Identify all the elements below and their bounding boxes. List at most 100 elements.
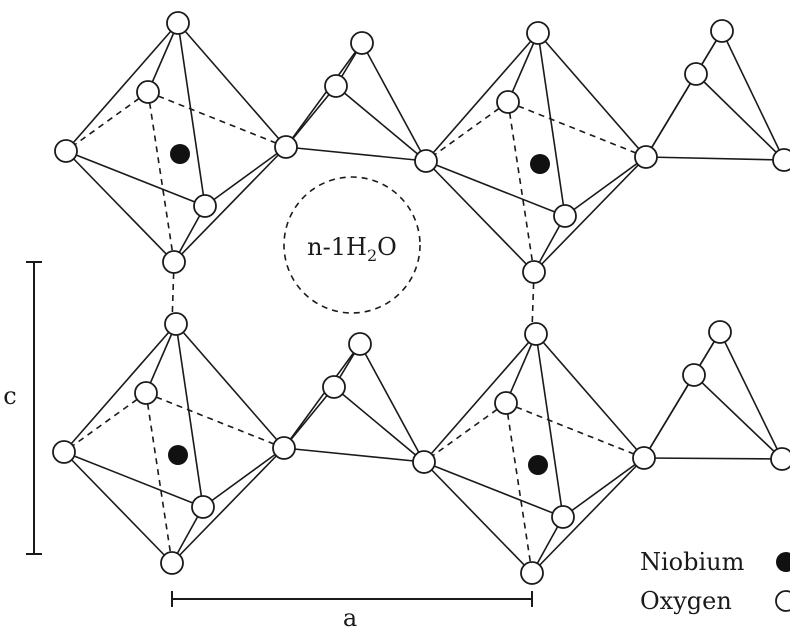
octahedron-bond — [65, 150, 206, 207]
oxygen-atom — [134, 381, 158, 405]
oxygen-atom — [191, 495, 215, 519]
oxygen-atom — [520, 561, 544, 585]
octahedron-hidden-bond — [145, 392, 285, 449]
oxygen-atom — [682, 363, 706, 387]
oxygen-atom — [136, 80, 160, 104]
bridge-bond — [721, 30, 785, 161]
octahedron-bond — [147, 22, 179, 93]
octahedron-bond — [423, 461, 533, 574]
oxygen-atom — [348, 332, 372, 356]
oxygen-atom — [710, 19, 734, 43]
interlayer-water-circle — [283, 176, 421, 314]
oxygen-atom — [164, 312, 188, 336]
octahedron-bond — [423, 461, 564, 518]
interlayer-link — [531, 271, 535, 331]
octahedron-bond — [63, 451, 173, 564]
oxygen-atom — [772, 148, 790, 172]
octahedron-bond — [63, 323, 177, 453]
water-label-suffix: O — [377, 233, 397, 261]
bridge-bond — [285, 42, 363, 148]
atoms — [52, 11, 790, 585]
octahedron-bond — [537, 32, 647, 158]
bridge-bond — [333, 386, 425, 463]
legend-niobium-swatch — [776, 552, 790, 572]
oxygen-atom — [522, 260, 546, 284]
octahedron-bond — [531, 457, 645, 574]
a-axis-label: a — [343, 604, 357, 628]
octahedron-bond — [175, 323, 204, 508]
oxygen-atom — [350, 31, 374, 55]
octahedron-bond — [505, 333, 537, 404]
niobium-atom — [168, 445, 188, 465]
octahedron-bond — [177, 22, 287, 148]
bridge-bond — [283, 447, 425, 463]
bridge-bond — [285, 85, 337, 148]
legend-niobium-label: Niobium — [640, 548, 745, 576]
octahedron-hidden-bond — [425, 101, 509, 162]
bridge-bond — [645, 73, 697, 158]
octahedron-bond — [535, 333, 645, 459]
octahedron-hidden-bond — [423, 402, 507, 463]
octahedron-bond — [145, 323, 177, 394]
oxygen-atom — [272, 436, 296, 460]
octahedron-bond — [173, 146, 287, 263]
bridge-bond — [335, 85, 427, 162]
legend-oxygen-label: Oxygen — [640, 587, 732, 615]
c-axis-scale-bar — [26, 261, 42, 555]
oxygen-atom — [551, 505, 575, 529]
niobium-atom — [170, 144, 190, 164]
oxygen-atom — [632, 446, 656, 470]
octahedron-hidden-bond — [145, 392, 173, 564]
octahedron-bond — [423, 333, 537, 463]
octahedron-hidden-bond — [505, 402, 533, 574]
oxygen-atom — [553, 204, 577, 228]
oxygen-atom — [160, 551, 184, 575]
oxygen-atom — [274, 135, 298, 159]
octahedron-hidden-bond — [505, 402, 645, 459]
octahedron-bond — [177, 22, 206, 207]
oxygen-atom — [770, 447, 790, 471]
octahedron-hidden-bond — [65, 91, 149, 152]
bond-lines — [63, 22, 785, 574]
oxygen-atom — [412, 450, 436, 474]
niobium-atom — [528, 455, 548, 475]
octahedron-bond — [171, 447, 285, 564]
octahedron-bond — [507, 32, 539, 103]
water-label-subscript: 2 — [367, 246, 377, 265]
octahedron-bond — [425, 32, 539, 162]
legend: Niobium Oxygen — [640, 548, 790, 615]
octahedron-bond — [175, 323, 285, 449]
bridge-bond — [643, 457, 783, 460]
niobium-atom — [530, 154, 550, 174]
oxygen-atom — [162, 250, 186, 274]
legend-oxygen-swatch — [775, 590, 790, 612]
bridge-bond — [695, 73, 785, 161]
octahedron-hidden-bond — [507, 101, 647, 158]
bridge-bond — [645, 156, 785, 161]
octahedron-bond — [204, 146, 287, 207]
bridge-bond — [693, 374, 783, 460]
oxygen-atom — [193, 194, 217, 218]
octahedron-bond — [533, 156, 647, 273]
octahedron-bond — [537, 32, 566, 217]
bridge-bond — [643, 374, 695, 459]
bridge-bond — [283, 343, 361, 449]
octahedron-bond — [564, 156, 647, 217]
bridge-bond — [361, 42, 427, 162]
oxygen-atom — [322, 375, 346, 399]
octahedron-hidden-bond — [147, 91, 175, 263]
c-axis-label: c — [3, 382, 16, 410]
oxygen-atom — [526, 21, 550, 45]
octahedron-bond — [65, 150, 175, 263]
bridge-bond — [283, 386, 335, 449]
oxygen-atom — [494, 391, 518, 415]
water-label: n-1H2O — [307, 233, 397, 265]
octahedron-bond — [65, 22, 179, 152]
bridge-bond — [719, 331, 783, 460]
oxygen-atom — [54, 139, 78, 163]
octahedron-hidden-bond — [507, 101, 535, 273]
bridge-bond — [359, 343, 425, 463]
water-label-prefix: n-1H — [307, 233, 367, 261]
a-axis-scale-bar — [171, 591, 533, 607]
